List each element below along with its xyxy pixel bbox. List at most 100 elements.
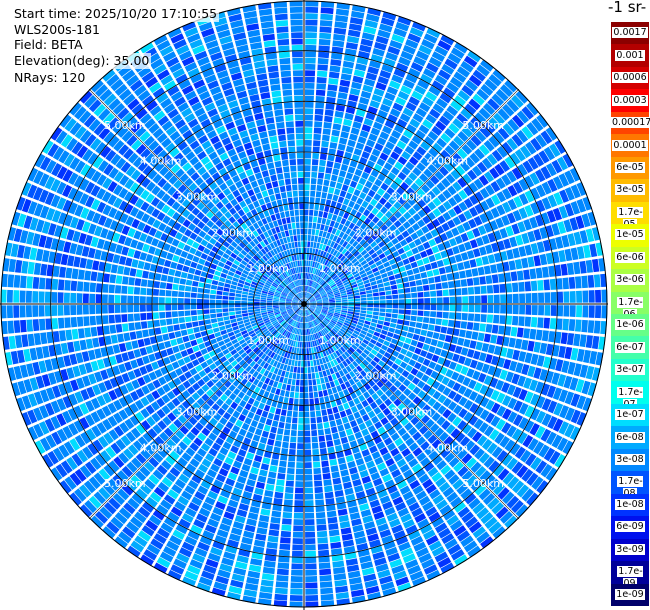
range-gate-cell (324, 395, 330, 403)
range-gate-cell (235, 307, 241, 311)
range-gate-cell (278, 395, 284, 403)
range-gate-cell (368, 352, 376, 360)
range-gate-cell (330, 353, 336, 360)
range-gate-cell (38, 305, 45, 317)
range-gate-cell (95, 315, 103, 325)
range-gate-cell (558, 250, 566, 263)
range-gate-cell (197, 315, 204, 321)
range-gate-cell (66, 137, 78, 152)
range-gate-cell (335, 104, 346, 112)
range-gate-cell (305, 544, 316, 551)
range-gate-cell (291, 313, 296, 319)
range-gate-cell (146, 304, 153, 312)
range-gate-cell (127, 350, 136, 360)
range-gate-cell (333, 566, 346, 575)
range-gate-cell (479, 409, 490, 421)
range-gate-cell (345, 206, 353, 214)
range-gate-cell (108, 167, 119, 179)
range-gate-cell (431, 218, 441, 228)
range-gate-cell (240, 249, 248, 256)
range-gate-cell (306, 247, 310, 254)
range-gate-cell (419, 173, 429, 183)
range-gate-cell (17, 244, 25, 259)
range-gate-cell (135, 470, 147, 482)
range-gate-cell (581, 319, 588, 333)
range-gate-cell (367, 304, 374, 308)
range-gate-cell (429, 283, 436, 291)
range-gate-cell (309, 203, 315, 210)
range-gate-cell (350, 405, 358, 414)
range-gate-cell (19, 364, 29, 378)
range-gate-cell (119, 213, 129, 224)
range-gate-cell (435, 476, 447, 488)
range-gate-cell (326, 361, 332, 369)
range-gate-cell (69, 242, 78, 255)
range-gate-cell (145, 235, 154, 245)
range-gate-cell (328, 71, 340, 79)
range-gate-cell (460, 535, 474, 548)
range-gate-cell (331, 318, 338, 323)
range-gate-cell (514, 338, 523, 349)
range-gate-cell (240, 352, 248, 359)
range-gate-cell (373, 193, 382, 202)
range-gate-cell (82, 293, 89, 303)
range-gate-cell (337, 319, 344, 324)
range-gate-cell (417, 304, 424, 310)
range-gate-cell (302, 310, 304, 317)
range-gate-cell (306, 316, 308, 323)
range-gate-cell (66, 456, 78, 471)
range-gate-cell (487, 254, 496, 264)
range-gate-cell (26, 231, 35, 245)
range-gate-cell (393, 474, 405, 484)
range-gate-cell (185, 279, 193, 286)
range-gate-cell (285, 486, 294, 494)
range-gate-cell (569, 305, 576, 317)
range-gate-cell (193, 518, 206, 529)
range-gate-cell (469, 444, 481, 456)
range-gate-cell (404, 422, 414, 432)
range-gate-cell (310, 300, 316, 303)
range-gate-cell (184, 507, 197, 518)
range-gate-cell (118, 144, 130, 156)
range-gate-cell (456, 483, 469, 495)
range-gate-cell (322, 211, 329, 219)
range-gate-cell (405, 250, 414, 258)
range-gate-cell (321, 336, 326, 343)
range-gate-cell (51, 318, 59, 330)
range-gate-cell (463, 388, 473, 398)
range-gate-cell (327, 154, 335, 162)
range-gate-cell (375, 483, 386, 493)
range-gate-cell (434, 252, 442, 261)
range-gate-cell (79, 465, 92, 478)
range-gate-cell (371, 284, 378, 290)
range-gate-cell (45, 159, 57, 174)
range-gate-cell (188, 222, 197, 232)
range-gate-cell (271, 283, 278, 289)
range-gate-cell (530, 353, 539, 366)
range-gate-cell (125, 382, 135, 393)
range-gate-cell (468, 304, 475, 313)
range-gate-cell (267, 309, 273, 312)
range-gate-cell (507, 198, 518, 211)
range-gate-cell (309, 307, 315, 312)
range-gate-cell (225, 397, 233, 406)
range-gate-cell (90, 198, 101, 211)
range-gate-cell (166, 438, 177, 449)
range-gate-cell (355, 63, 367, 72)
range-gate-cell (152, 312, 160, 320)
range-gate-cell (285, 331, 290, 338)
range-gate-cell (352, 286, 359, 291)
range-gate-cell (148, 245, 156, 255)
range-gate-cell (337, 92, 348, 100)
range-gate-cell (358, 256, 365, 263)
range-gate-cell (552, 176, 564, 190)
range-gate-cell (352, 375, 360, 383)
range-gate-cell (357, 246, 365, 253)
range-gate-cell (230, 284, 237, 290)
range-gate-cell (340, 346, 346, 353)
range-gate-cell (260, 579, 274, 587)
range-gate-cell (329, 381, 336, 388)
range-gate-cell (276, 361, 282, 369)
range-gate-cell (380, 182, 389, 191)
range-gate-cell (462, 173, 473, 185)
